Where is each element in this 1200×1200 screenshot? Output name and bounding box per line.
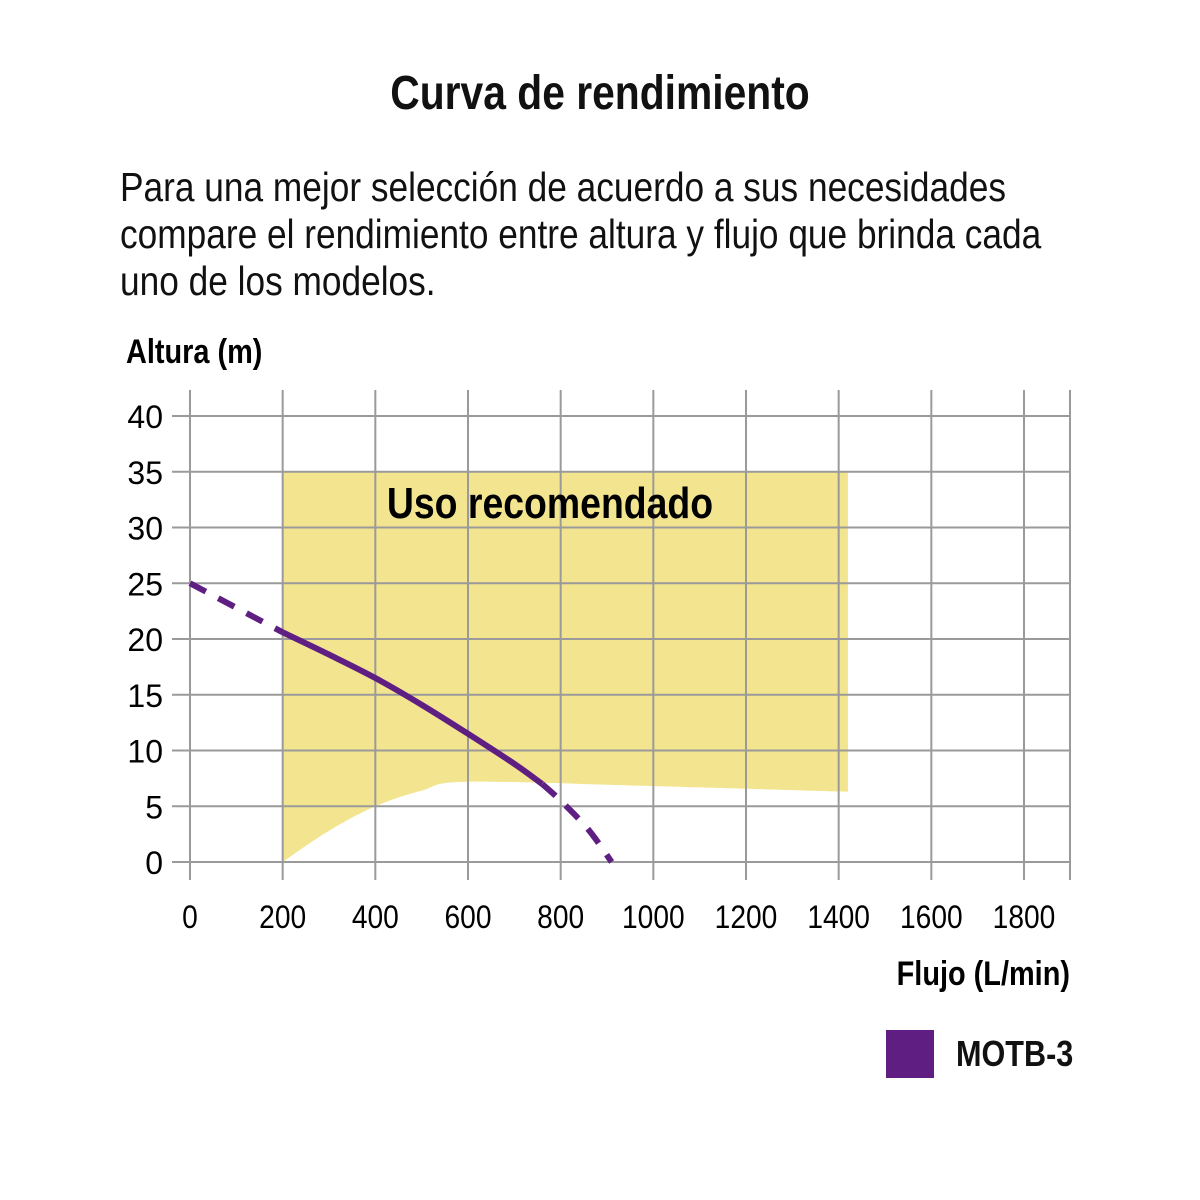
- chart-title: Curva de rendimiento: [390, 67, 810, 120]
- x-tick-label: 0: [182, 900, 198, 935]
- y-axis-label: Altura (m): [126, 332, 262, 371]
- x-tick-label: 400: [352, 900, 399, 935]
- y-tick-label: 25: [127, 566, 163, 602]
- series-dashed-start: [188, 580, 285, 635]
- x-tick-label: 1800: [993, 900, 1056, 935]
- y-tick-label: 0: [145, 845, 163, 881]
- y-tick-label: 30: [127, 511, 163, 547]
- region-label: Uso recomendado: [387, 478, 713, 528]
- y-tick-label: 20: [127, 622, 163, 658]
- y-tick-label: 5: [145, 789, 163, 825]
- x-tick-label: 1400: [807, 900, 870, 935]
- legend: MOTB-3: [886, 1030, 1094, 1078]
- series-dashed-end: [540, 781, 615, 864]
- recommended-region: [282, 471, 848, 862]
- x-tick-label: 800: [537, 900, 584, 935]
- x-tick-label: 1600: [900, 900, 963, 935]
- y-tick-label: 15: [127, 678, 163, 714]
- legend-swatch: [886, 1030, 934, 1078]
- y-tick-label: 10: [127, 734, 163, 770]
- x-tick-label: 600: [445, 900, 492, 935]
- x-tick-label: 1200: [715, 900, 778, 935]
- y-tick-label: 40: [127, 399, 163, 435]
- x-tick-label: 200: [259, 900, 306, 935]
- series-solid: [281, 629, 544, 787]
- x-axis-label: Flujo (L/min): [897, 954, 1070, 993]
- legend-label: MOTB-3: [956, 1033, 1074, 1074]
- chart-subtitle: Para una mejor selección de acuerdo a su…: [120, 164, 1042, 304]
- y-tick-label: 35: [127, 455, 163, 491]
- x-tick-label: 1000: [622, 900, 685, 935]
